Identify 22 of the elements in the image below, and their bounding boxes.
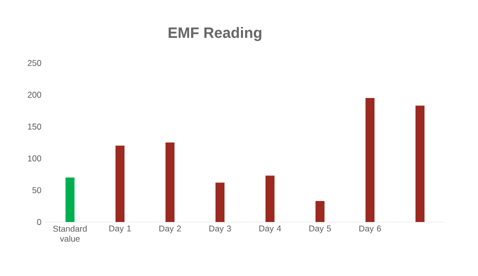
x-tick-label: Day 5 [309, 226, 331, 234]
bar [366, 98, 374, 222]
bar [216, 182, 224, 222]
y-tick-label: 150 [28, 124, 42, 130]
bar [116, 146, 125, 222]
bar [316, 201, 324, 222]
chart-title: EMF Reading [168, 27, 262, 42]
bar [266, 176, 274, 222]
x-tick-label: Day 1 [109, 226, 131, 234]
x-tick-label: Day 4 [259, 226, 282, 234]
x-tick-label: Day 2 [159, 226, 181, 234]
x-tick-label: Day 6 [359, 226, 381, 234]
y-tick-label: 50 [32, 187, 42, 194]
y-tick-label: 200 [28, 92, 42, 98]
y-tick-label: 250 [28, 60, 42, 66]
bar [416, 106, 424, 222]
y-tick-label: 100 [28, 155, 42, 162]
bar [66, 177, 75, 222]
y-tick-label: 0 [37, 219, 42, 225]
x-tick-label: Day 3 [209, 226, 231, 234]
x-tick-label: Standard value [53, 226, 87, 242]
bar [166, 142, 175, 222]
